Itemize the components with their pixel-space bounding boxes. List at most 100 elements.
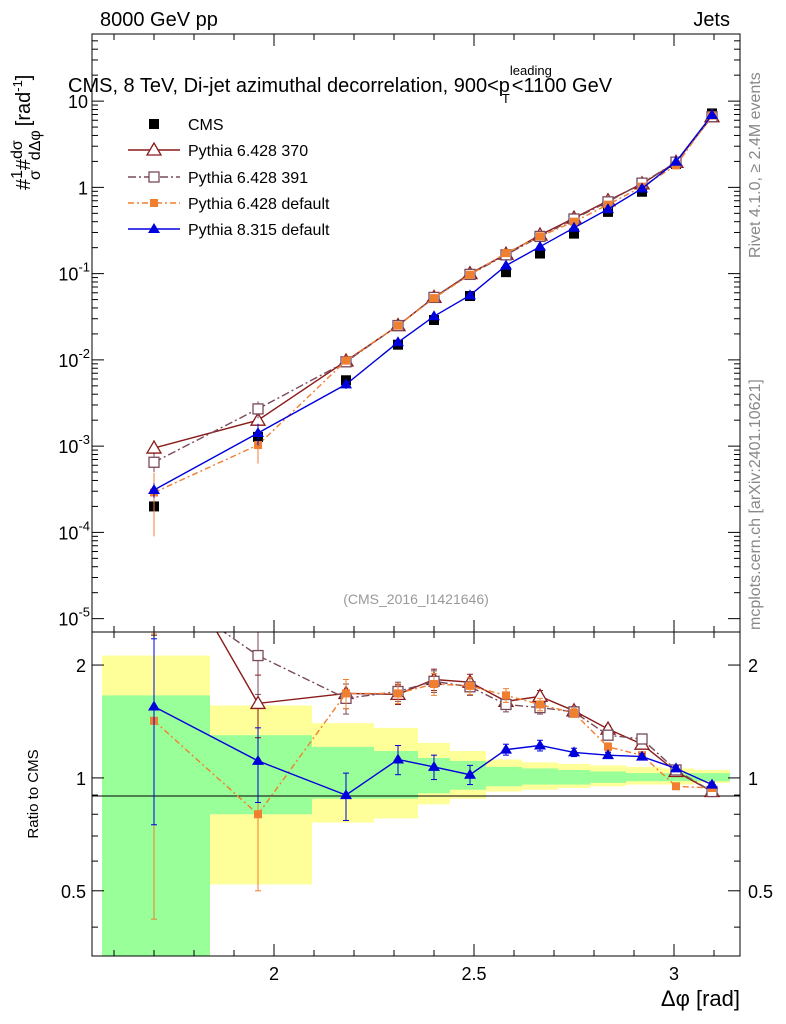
ratio-point <box>636 750 648 761</box>
data-point <box>568 221 580 232</box>
main-y-tick-label: 1 <box>78 178 88 198</box>
ratio-point <box>394 689 402 698</box>
plot-title-superscript: leading <box>510 63 552 78</box>
header-left: 8000 GeV pp <box>100 9 218 31</box>
data-point <box>500 259 512 270</box>
ratio-band-green <box>694 773 730 782</box>
data-point <box>501 267 511 278</box>
legend-marker <box>150 199 158 207</box>
data-point <box>252 403 264 415</box>
ylabel-hash1: # <box>13 178 35 190</box>
x-tick-label: 2.5 <box>461 964 486 984</box>
data-point <box>340 378 352 389</box>
series-line <box>153 116 713 449</box>
legend: CMS Pythia 6.428 370 Pythia 6.428 391 Pythi… <box>128 117 330 239</box>
plot-title-tail: <1100 GeV <box>512 75 613 97</box>
ratio-series-pythia-8-315-default <box>148 638 718 826</box>
legend-item-cms: CMS <box>149 117 224 134</box>
ratio-point <box>706 778 718 789</box>
main-y-tick-label: 10-1 <box>58 260 90 285</box>
data-point <box>602 203 614 214</box>
x-axis-label: Δφ [rad] <box>661 986 740 1011</box>
main-y-tick-base: 10 <box>58 265 78 285</box>
main-y-tick-label: 10-2 <box>58 346 90 371</box>
ratio-band-green <box>522 768 558 785</box>
ratio-point <box>500 743 512 754</box>
legend-label: Pythia 6.428 391 <box>188 170 308 187</box>
ratio-point <box>534 739 546 750</box>
data-point <box>148 484 160 495</box>
main-y-tick-base: 10 <box>58 437 78 457</box>
main-y-tick-label: 10-3 <box>58 432 90 457</box>
ratio-point <box>570 708 578 717</box>
main-y-tick-label: 10-5 <box>58 605 90 630</box>
ratio-point <box>148 700 160 711</box>
data-point <box>670 155 682 166</box>
data-point <box>392 336 404 347</box>
ylabel-dphi: dΔφ <box>27 130 44 160</box>
ylabel-unit: [rad <box>13 92 35 126</box>
data-point <box>534 240 546 251</box>
ratio-plot-series <box>148 632 721 920</box>
main-y-tick-label: 10-4 <box>58 518 90 543</box>
legend-label: Pythia 8.315 default <box>188 222 330 239</box>
ratio-point <box>466 681 474 690</box>
x-tick-label: 3 <box>669 964 679 984</box>
ratio-point <box>392 753 404 764</box>
ratio-y-tick-label-right: 0.5 <box>748 882 773 902</box>
main-y-tick-base: 10 <box>58 523 78 543</box>
ratio-point <box>340 789 352 800</box>
ratio-point <box>672 782 680 791</box>
ratio-band-green <box>590 771 626 783</box>
legend-item-pythia-6-428-default: Pythia 6.428 default <box>128 196 330 213</box>
main-y-tick-base: 10 <box>58 351 78 371</box>
ratio-point <box>252 649 264 662</box>
plot-title-main: CMS, 8 TeV, Di-jet azimuthal decorrelati… <box>68 75 510 97</box>
legend-item-pythia-6-428-370: Pythia 6.428 370 <box>128 141 308 160</box>
series-pythia-6-428-370 <box>145 108 721 458</box>
ratio-band-green <box>626 773 662 782</box>
ratio-point <box>536 700 544 709</box>
x-tick-label: 2 <box>269 964 279 984</box>
legend-label: CMS <box>188 117 224 134</box>
ylabel-unit-close: ] <box>13 75 35 81</box>
data-point <box>466 270 474 279</box>
ratio-band-green <box>102 695 210 956</box>
legend-label: Pythia 6.428 370 <box>188 143 308 160</box>
ratio-point <box>636 733 648 745</box>
ratio-y-tick-label: 1 <box>76 769 86 789</box>
legend-item-pythia-6-428-391: Pythia 6.428 391 <box>128 170 308 187</box>
data-point <box>148 456 160 468</box>
data-point <box>706 109 718 120</box>
main-y-tick-exponent: -2 <box>78 346 90 361</box>
data-point <box>502 249 510 258</box>
ratio-point <box>252 754 264 765</box>
data-point <box>430 294 438 303</box>
legend-marker <box>145 141 163 156</box>
data-point <box>252 426 264 437</box>
header-right: Jets <box>693 9 730 31</box>
ylabel-unit-exponent: -1 <box>10 80 25 92</box>
plot-title-subscript: T <box>502 91 510 106</box>
data-point <box>535 248 545 259</box>
ratio-point <box>342 689 350 698</box>
data-point <box>145 439 163 454</box>
data-point <box>536 232 544 241</box>
ratio-plot-frame <box>91 631 741 957</box>
ylabel-dsigma: dσ <box>9 140 26 159</box>
legend-item-pythia-8-315-default: Pythia 8.315 default <box>128 222 330 239</box>
data-point <box>394 321 402 330</box>
series-line <box>153 116 713 463</box>
ratio-uncertainty-bands <box>102 655 730 956</box>
ratio-point <box>602 729 614 741</box>
series-pythia-6-428-391 <box>148 111 718 473</box>
ratio-point <box>428 760 440 771</box>
ratio-axis-ticks: 0.5 0.5 1 1 2 2 2 2.5 3 <box>61 632 773 984</box>
ylabel-hash2: # <box>13 158 35 170</box>
ratio-point <box>430 680 438 689</box>
svg-text:#1σ#dσdΔφ[rad-1]: #1σ#dσdΔφ[rad-1] <box>9 75 44 190</box>
data-point <box>570 217 578 226</box>
data-point <box>464 289 476 300</box>
